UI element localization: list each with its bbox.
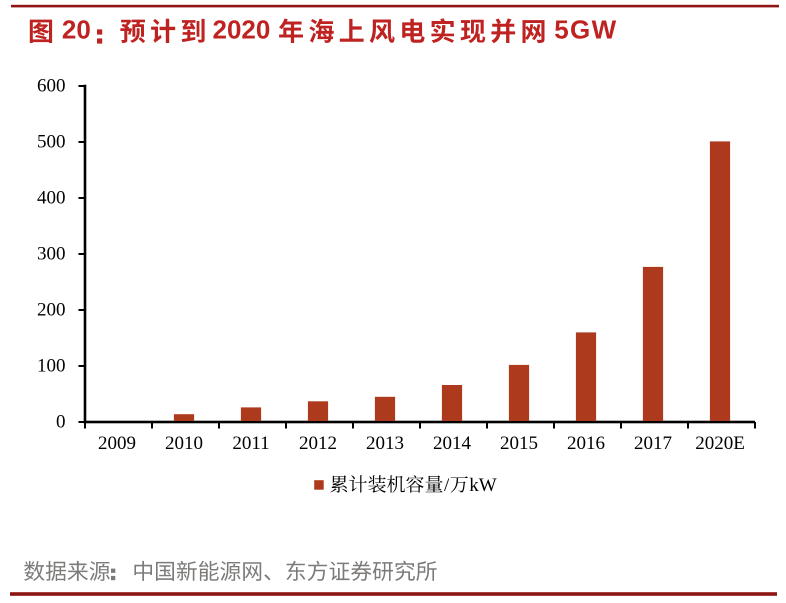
svg-text:2015: 2015	[500, 433, 538, 454]
svg-text:0: 0	[56, 412, 66, 433]
svg-text:200: 200	[37, 300, 66, 321]
svg-text:2017: 2017	[634, 433, 672, 454]
svg-text:600: 600	[37, 76, 66, 97]
svg-text:2013: 2013	[366, 433, 404, 454]
svg-text:500: 500	[37, 132, 66, 153]
svg-text:2009: 2009	[98, 433, 136, 454]
svg-text:2010: 2010	[165, 433, 203, 454]
svg-text:2020: 2020	[213, 15, 271, 45]
svg-text:400: 400	[37, 188, 66, 209]
svg-text:2020E: 2020E	[695, 433, 745, 454]
svg-text:/: /	[444, 475, 450, 496]
svg-text:2014: 2014	[433, 433, 472, 454]
svg-text:300: 300	[37, 244, 66, 265]
svg-text:5GW: 5GW	[554, 15, 617, 45]
svg-text:20: 20	[62, 15, 91, 45]
svg-text:kW: kW	[469, 475, 497, 496]
svg-text:2012: 2012	[299, 433, 337, 454]
svg-text:2016: 2016	[567, 433, 605, 454]
svg-text:100: 100	[37, 356, 66, 377]
svg-text:2011: 2011	[232, 433, 269, 454]
